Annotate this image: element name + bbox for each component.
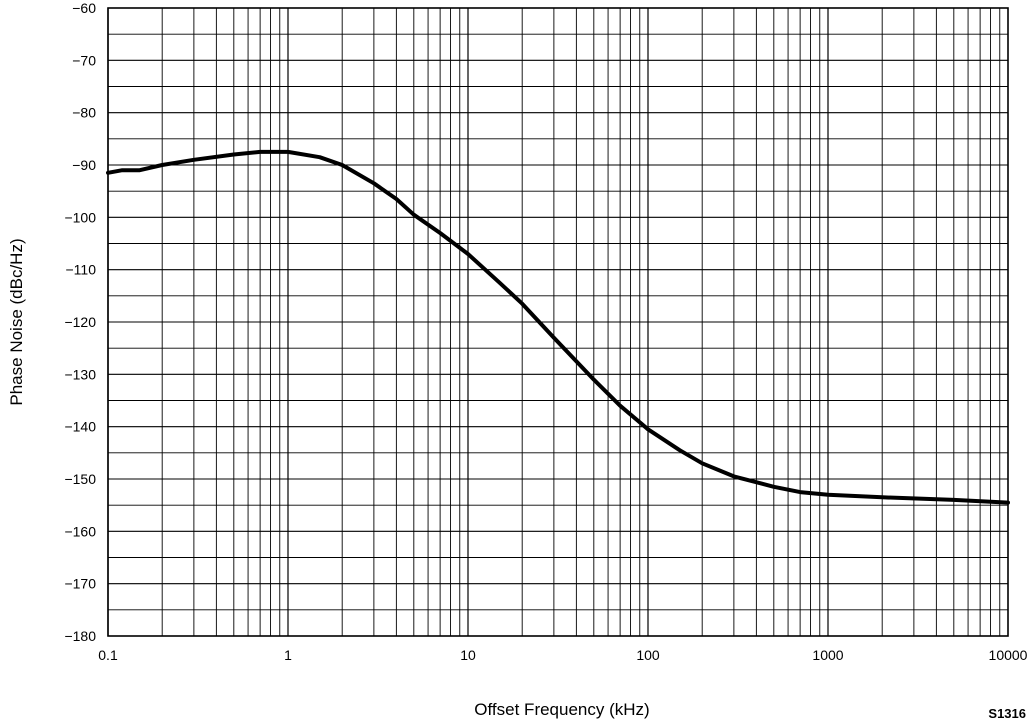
x-tick-label: 10000 <box>989 647 1028 663</box>
x-tick-label: 10 <box>460 647 476 663</box>
x-tick-label: 100 <box>636 647 660 663</box>
y-tick-label: −110 <box>66 262 97 278</box>
series-layer <box>106 149 1010 505</box>
y-tick-label: −180 <box>64 628 96 644</box>
y-tick-label: −90 <box>72 157 96 173</box>
y-tick-label: −170 <box>64 576 96 592</box>
y-tick-label: −60 <box>72 0 96 16</box>
y-axis-title: Phase Noise (dBc/Hz) <box>7 238 26 405</box>
x-tick-label: 1 <box>284 647 292 663</box>
y-tick-label: −130 <box>64 366 96 382</box>
y-tick-label: −140 <box>64 419 96 435</box>
plot-frame <box>107 7 1009 637</box>
y-tick-label: −120 <box>64 314 96 330</box>
x-tick-label: 1000 <box>812 647 843 663</box>
y-tick-label: −100 <box>64 209 96 225</box>
y-tick-label: −70 <box>72 52 96 68</box>
figure-id: S1316 <box>988 706 1026 721</box>
x-axis-title: Offset Frequency (kHz) <box>474 700 649 719</box>
y-tick-label: −150 <box>64 471 96 487</box>
x-tick-label: 0.1 <box>98 647 118 663</box>
y-tick-label: −80 <box>72 105 96 121</box>
y-tick-label: −160 <box>64 523 96 539</box>
tick-labels: −60 −70 −80 −90 −100 −110 −120 −130 −140 −150 −160… <box>64 0 1027 663</box>
phase-noise-line <box>106 149 1010 505</box>
grid <box>107 7 1008 637</box>
